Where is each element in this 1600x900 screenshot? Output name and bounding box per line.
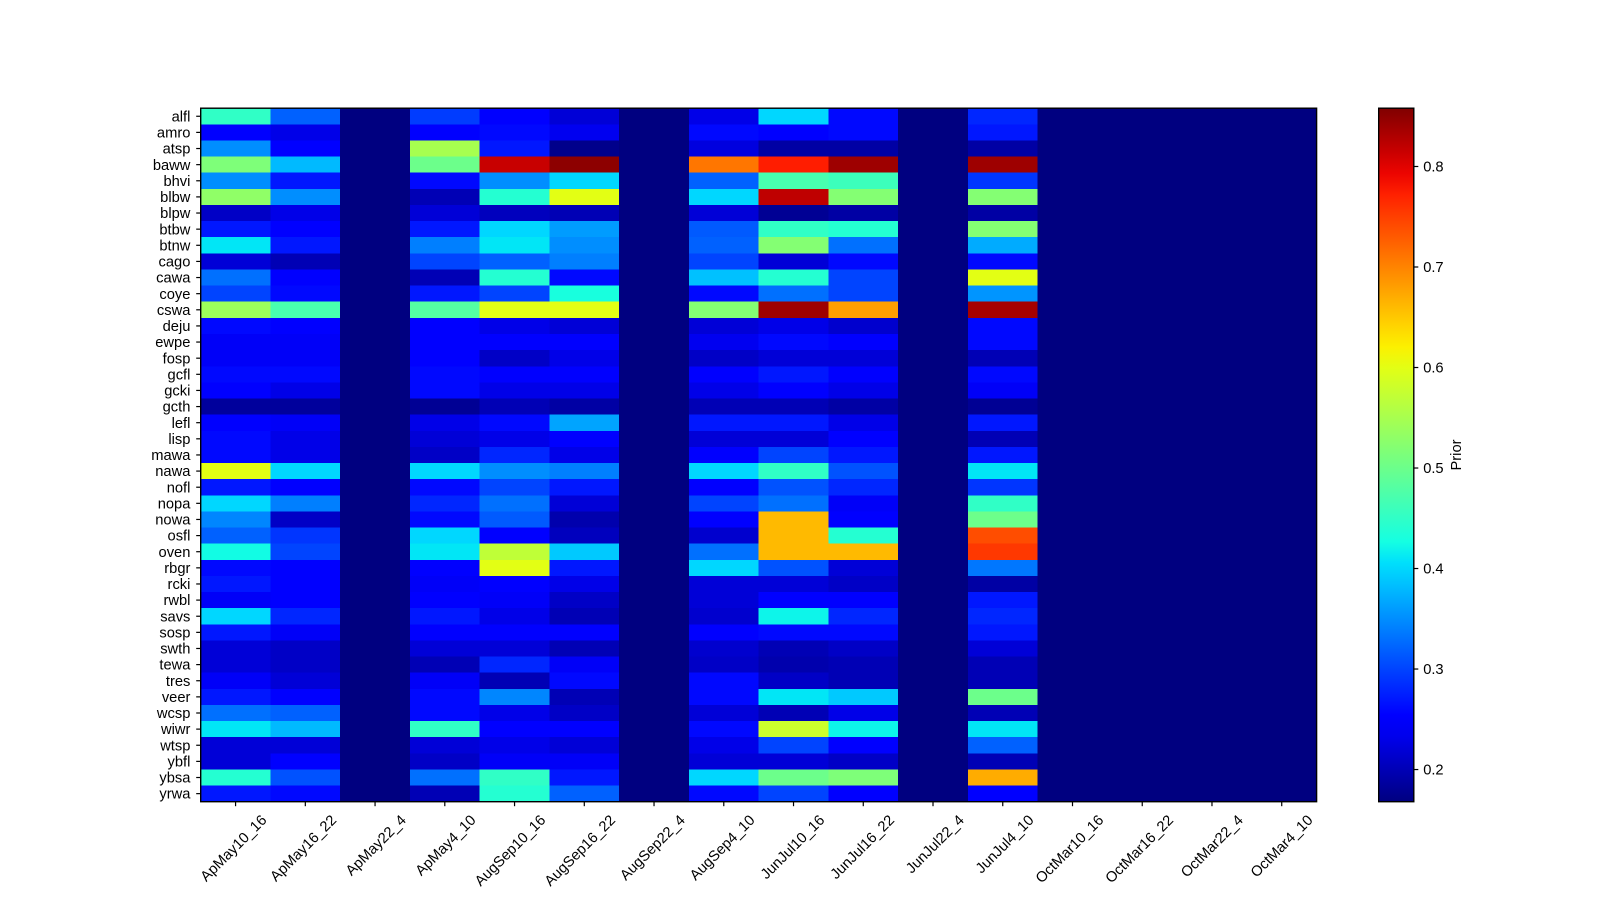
svg-text:cago: cago xyxy=(159,255,191,271)
svg-text:swth: swth xyxy=(160,642,190,658)
svg-text:0.5: 0.5 xyxy=(1423,461,1443,477)
svg-text:ybfl: ybfl xyxy=(168,754,191,770)
svg-text:baww: baww xyxy=(153,158,191,174)
svg-text:tres: tres xyxy=(166,674,190,690)
svg-text:ybsa: ybsa xyxy=(159,771,191,787)
svg-text:atsp: atsp xyxy=(163,142,191,158)
svg-text:gcki: gcki xyxy=(164,384,190,400)
svg-text:gcfl: gcfl xyxy=(168,367,191,383)
svg-text:yrwa: yrwa xyxy=(159,787,191,803)
svg-text:btnw: btnw xyxy=(159,238,190,254)
svg-text:lefl: lefl xyxy=(172,416,191,432)
svg-text:0.6: 0.6 xyxy=(1423,361,1443,377)
svg-text:Prior: Prior xyxy=(1449,439,1465,470)
svg-text:savs: savs xyxy=(160,609,190,625)
svg-text:rbgr: rbgr xyxy=(164,561,190,577)
svg-text:wtsp: wtsp xyxy=(159,738,190,754)
svg-text:osfl: osfl xyxy=(168,529,191,545)
svg-text:deju: deju xyxy=(163,319,191,335)
svg-text:0.7: 0.7 xyxy=(1423,260,1443,276)
svg-text:cawa: cawa xyxy=(156,271,191,287)
svg-text:oven: oven xyxy=(159,545,191,561)
svg-text:cswa: cswa xyxy=(157,303,191,319)
svg-text:bhvi: bhvi xyxy=(163,174,190,190)
svg-text:alfl: alfl xyxy=(172,109,191,125)
svg-text:tewa: tewa xyxy=(159,658,191,674)
svg-text:rcki: rcki xyxy=(168,577,191,593)
svg-text:coye: coye xyxy=(159,287,190,303)
svg-text:fosp: fosp xyxy=(163,351,191,367)
svg-text:0.2: 0.2 xyxy=(1423,763,1443,779)
svg-text:mawa: mawa xyxy=(151,448,191,464)
svg-text:gcth: gcth xyxy=(163,400,191,416)
svg-text:nowa: nowa xyxy=(155,513,191,529)
svg-text:0.3: 0.3 xyxy=(1423,662,1443,678)
svg-text:nawa: nawa xyxy=(155,464,191,480)
svg-text:lisp: lisp xyxy=(168,432,190,448)
svg-text:0.8: 0.8 xyxy=(1423,160,1443,176)
svg-text:wiwr: wiwr xyxy=(160,722,190,738)
svg-text:0.4: 0.4 xyxy=(1423,562,1443,578)
svg-text:blbw: blbw xyxy=(160,190,191,206)
svg-text:nopa: nopa xyxy=(158,496,192,512)
svg-text:rwbl: rwbl xyxy=(163,593,190,609)
svg-text:wcsp: wcsp xyxy=(156,706,190,722)
svg-text:nofl: nofl xyxy=(167,480,191,496)
svg-text:sosp: sosp xyxy=(159,625,190,641)
svg-text:btbw: btbw xyxy=(159,222,190,238)
svg-text:ewpe: ewpe xyxy=(155,335,190,351)
svg-text:blpw: blpw xyxy=(160,206,191,222)
svg-text:amro: amro xyxy=(157,125,190,141)
svg-text:veer: veer xyxy=(162,690,191,706)
